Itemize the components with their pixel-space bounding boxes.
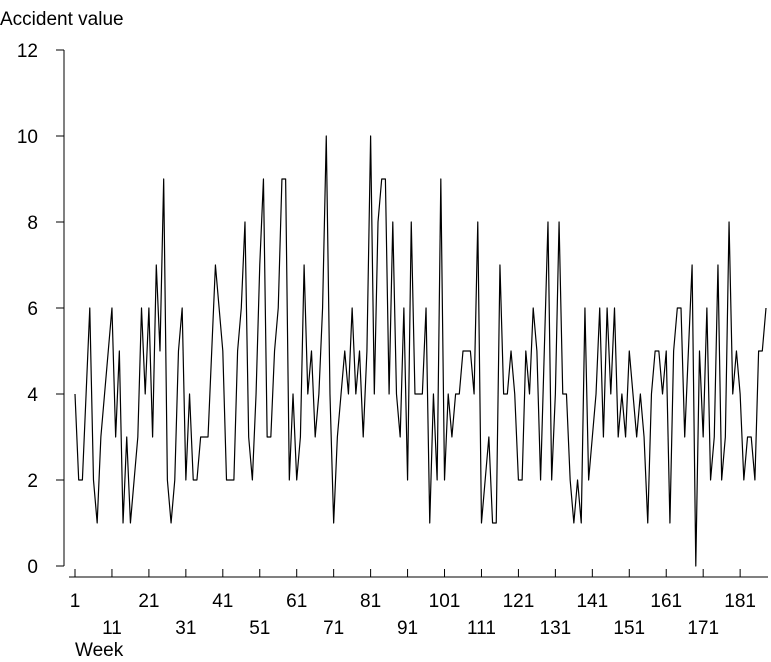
x-tick-label: 1: [70, 591, 81, 612]
y-tick-label: 0: [27, 557, 38, 578]
x-tick-label: 11: [102, 618, 122, 639]
x-tick-label: 151: [613, 618, 645, 639]
y-tick-label: 2: [27, 471, 38, 492]
x-tick-label: 21: [138, 591, 159, 612]
x-tick-label: 31: [175, 618, 196, 639]
x-tick-label: 141: [576, 591, 608, 612]
y-tick-label: 4: [27, 385, 38, 406]
x-tick-label: 131: [540, 618, 572, 639]
x-tick-label: 121: [503, 591, 535, 612]
x-tick-label: 91: [397, 618, 418, 639]
y-tick-label: 6: [27, 299, 38, 320]
accident-series-line: [74, 135, 767, 567]
x-axis-label: Week: [75, 640, 124, 661]
x-tick-label: 81: [360, 591, 381, 612]
x-tick-label: 171: [687, 618, 719, 639]
x-tick-label: 71: [323, 618, 344, 639]
x-tick-label: 41: [212, 591, 233, 612]
x-tick-label: 161: [650, 591, 682, 612]
x-tick-label: 111: [467, 618, 496, 639]
x-tick-label: 181: [724, 591, 756, 612]
y-axis: 0 2 4 6 8 10 12: [17, 41, 65, 578]
x-tick-label: 101: [429, 591, 461, 612]
y-tick-label: 12: [17, 41, 38, 62]
y-axis-label: Accident value: [0, 9, 124, 30]
y-tick-label: 10: [17, 127, 38, 148]
x-tick-label: 51: [249, 618, 270, 639]
x-tick-label: 61: [286, 591, 307, 612]
y-tick-label: 8: [27, 213, 38, 234]
